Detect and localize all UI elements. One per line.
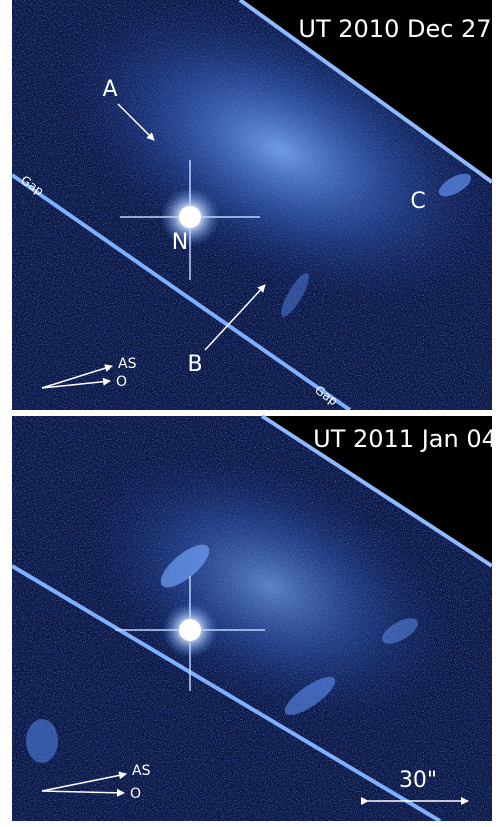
panel-title: UT 2010 Dec 27 <box>298 15 491 43</box>
gap-line <box>12 564 442 821</box>
panel: UT 2010 Dec 27 A B C N Gap Gap AS O <box>12 0 494 410</box>
coma <box>81 448 459 724</box>
frame-edge <box>260 414 494 568</box>
marker-label: N <box>172 230 188 255</box>
scale-label: 30" <box>399 768 437 793</box>
compass-label: O <box>130 786 141 802</box>
compass-label: AS <box>118 356 137 372</box>
marker-label: A <box>102 77 117 102</box>
marker-label: C <box>410 189 425 214</box>
gap-line <box>12 173 352 410</box>
nucleus <box>179 619 201 641</box>
marker-label: B <box>187 352 202 377</box>
nucleus <box>179 206 201 228</box>
compass-label: AS <box>132 763 151 779</box>
panel: UT 2011 Jan 04 AS O 30" <box>12 414 497 821</box>
panel-title: UT 2011 Jan 04 <box>313 425 497 453</box>
compass-label: O <box>116 374 127 390</box>
frame-edge <box>238 0 494 184</box>
